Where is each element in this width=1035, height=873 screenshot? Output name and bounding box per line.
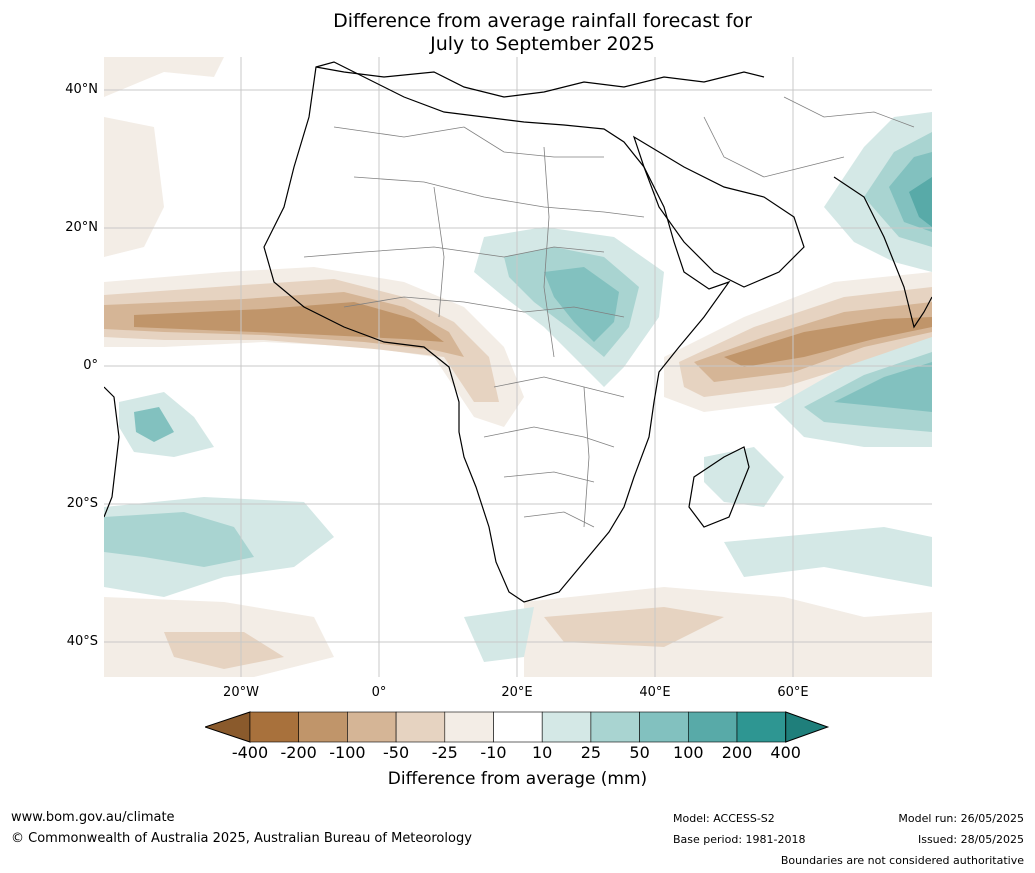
colorbar-segment — [395, 711, 446, 743]
colorbar-extend-low — [203, 711, 251, 743]
colorbar-segment — [249, 711, 300, 743]
footer-model: Model: ACCESS-S2 — [673, 812, 775, 825]
colorbar-tick-label: 25 — [580, 743, 602, 762]
lat-label-20n: 20°N — [65, 220, 98, 235]
colorbar-label: Difference from average (mm) — [387, 769, 648, 789]
lat-label-20s: 20°S — [66, 496, 98, 511]
colorbar-tick-label: -50 — [383, 743, 410, 762]
footer-base-period: Base period: 1981-2018 — [673, 833, 806, 846]
lon-label-60e: 60°E — [777, 685, 809, 700]
map-title: Difference from average rainfall forecas… — [0, 10, 1035, 56]
colorbar-tick-label: 100 — [673, 743, 704, 762]
colorbar-graphic — [203, 711, 830, 743]
colorbar-tick-label: 50 — [629, 743, 650, 762]
footer-copyright: © Commonwealth of Australia 2025, Austra… — [11, 831, 472, 846]
colorbar-tick-label: -200 — [280, 743, 317, 762]
coastlines — [104, 61, 932, 603]
lon-label-20w: 20°W — [223, 685, 259, 700]
title-line-2: July to September 2025 — [430, 33, 655, 55]
colorbar-tick-label: 400 — [770, 743, 801, 762]
title-line-1: Difference from average rainfall forecas… — [333, 10, 752, 32]
colorbar-segment — [687, 711, 738, 743]
lon-label-40e: 40°E — [639, 685, 671, 700]
footer-disclaimer: Boundaries are not considered authoritat… — [780, 854, 1024, 867]
lon-label-20e: 20°E — [501, 685, 533, 700]
colorbar-segment — [639, 711, 689, 743]
colorbar-tick-label: 200 — [721, 743, 753, 762]
lat-label-0: 0° — [83, 358, 98, 373]
colorbar-tick-label: -10 — [480, 743, 507, 762]
graticule — [104, 57, 932, 677]
lon-label-0: 0° — [371, 685, 387, 700]
colorbar-tick-label: -25 — [431, 743, 458, 762]
colorbar-segment — [347, 711, 397, 743]
colorbar-tick-label: 10 — [532, 743, 553, 762]
lat-label-40n: 40°N — [65, 82, 98, 97]
lat-label-40s: 40°S — [66, 634, 98, 649]
colorbar-segment — [298, 711, 348, 743]
colorbar-segment — [736, 711, 787, 743]
colorbar-tick-label: -400 — [231, 743, 269, 762]
colorbar-segment — [590, 711, 640, 743]
colorbar — [203, 711, 830, 747]
colorbar-segment — [444, 711, 494, 743]
colorbar-tick-label: -100 — [329, 743, 366, 762]
country-borders — [303, 96, 915, 528]
colorbar-segment — [493, 711, 543, 743]
map-canvas — [104, 57, 932, 677]
footer-model-run: Model run: 26/05/2025 — [898, 812, 1024, 825]
forecast-map — [104, 57, 932, 677]
colorbar-segment — [541, 711, 592, 743]
footer-issued: Issued: 28/05/2025 — [917, 833, 1024, 846]
colorbar-extend-high — [785, 711, 830, 743]
footer-website: www.bom.gov.au/climate — [11, 810, 175, 825]
anomaly-shading — [104, 57, 932, 677]
